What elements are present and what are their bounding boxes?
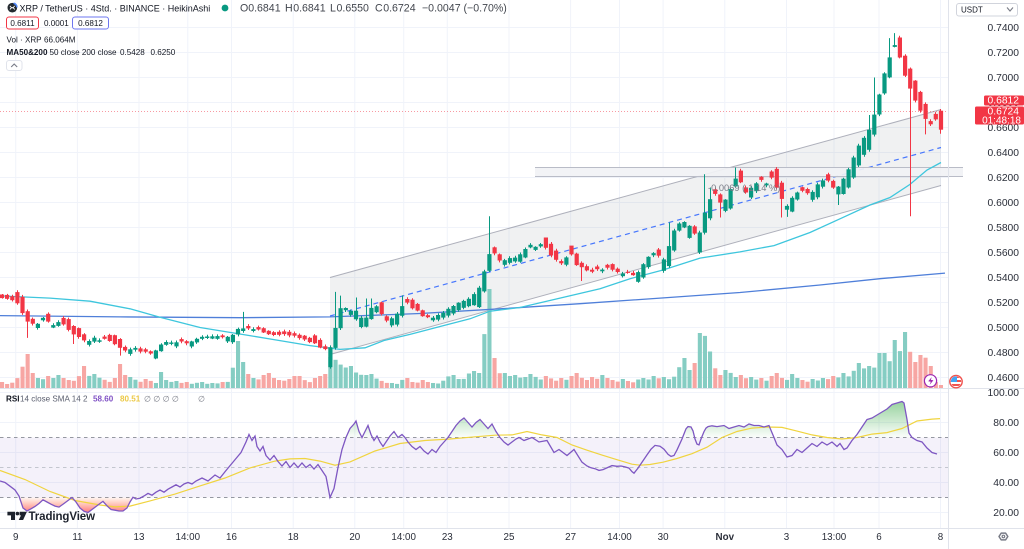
svg-text:-0.0069 (-1.14 %): -0.0069 (-1.14 %) bbox=[708, 183, 780, 193]
svg-text:23: 23 bbox=[442, 532, 453, 543]
svg-text:0.6811: 0.6811 bbox=[10, 19, 35, 28]
svg-text:0.6724: 0.6724 bbox=[988, 107, 1020, 118]
svg-text:0.7200: 0.7200 bbox=[988, 48, 1020, 59]
svg-text:H: H bbox=[285, 3, 293, 15]
svg-text:0.5800: 0.5800 bbox=[988, 223, 1020, 234]
svg-text:0.0001: 0.0001 bbox=[44, 19, 69, 28]
svg-text:0.6841: 0.6841 bbox=[248, 3, 281, 15]
svg-text:L: L bbox=[330, 3, 336, 15]
svg-text:13: 13 bbox=[134, 532, 145, 543]
svg-text:0.6812: 0.6812 bbox=[78, 19, 103, 28]
svg-text:40.00: 40.00 bbox=[993, 478, 1019, 489]
svg-text:0.6000: 0.6000 bbox=[988, 198, 1020, 209]
svg-text:0.6841: 0.6841 bbox=[293, 3, 326, 15]
svg-text:9: 9 bbox=[13, 532, 18, 543]
svg-text:0.4800: 0.4800 bbox=[988, 348, 1020, 359]
svg-text:0.7400: 0.7400 bbox=[988, 23, 1020, 34]
svg-text:80.00: 80.00 bbox=[993, 418, 1019, 429]
svg-text:0.5600: 0.5600 bbox=[988, 248, 1020, 259]
svg-text:3: 3 bbox=[784, 532, 790, 543]
svg-text:8: 8 bbox=[938, 532, 944, 543]
svg-text:0.4600: 0.4600 bbox=[988, 373, 1020, 384]
svg-text:∅: ∅ bbox=[198, 395, 205, 404]
svg-text:0.5200: 0.5200 bbox=[988, 298, 1020, 309]
svg-text:16: 16 bbox=[226, 532, 237, 543]
svg-text:Nov: Nov bbox=[716, 532, 735, 543]
svg-text:66.064M: 66.064M bbox=[44, 36, 76, 45]
svg-text:58.60: 58.60 bbox=[93, 395, 114, 404]
svg-text:60.00: 60.00 bbox=[993, 448, 1019, 459]
svg-text:0.6812: 0.6812 bbox=[988, 96, 1020, 107]
svg-text:RSI: RSI bbox=[6, 395, 20, 404]
svg-text:14 close SMA 14 2: 14 close SMA 14 2 bbox=[20, 395, 88, 404]
svg-text:14:00: 14:00 bbox=[607, 532, 632, 543]
svg-text:30: 30 bbox=[658, 532, 669, 543]
svg-text:20.00: 20.00 bbox=[993, 508, 1019, 519]
svg-text:Vol · XRP: Vol · XRP bbox=[7, 36, 42, 45]
svg-text:0.6600: 0.6600 bbox=[988, 123, 1020, 134]
svg-text:C: C bbox=[375, 3, 383, 15]
svg-text:11: 11 bbox=[72, 532, 82, 543]
svg-text:100.00: 100.00 bbox=[988, 388, 1020, 399]
svg-text:MA50&200: MA50&200 bbox=[7, 48, 48, 57]
svg-text:0.7000: 0.7000 bbox=[988, 73, 1020, 84]
svg-text:0.6200: 0.6200 bbox=[988, 173, 1020, 184]
svg-text:XRP / TetherUS · 4Std. · BINAN: XRP / TetherUS · 4Std. · BINANCE · Heiki… bbox=[20, 4, 211, 14]
svg-text:0.5428: 0.5428 bbox=[120, 48, 145, 57]
svg-text:0.5000: 0.5000 bbox=[988, 323, 1020, 334]
svg-text:0.5400: 0.5400 bbox=[988, 273, 1020, 284]
svg-text:0.6400: 0.6400 bbox=[988, 148, 1020, 159]
svg-text:∅ ∅ ∅ ∅: ∅ ∅ ∅ ∅ bbox=[144, 395, 179, 404]
svg-text:25: 25 bbox=[504, 532, 515, 543]
svg-text:27: 27 bbox=[565, 532, 576, 543]
svg-text:TradingView: TradingView bbox=[29, 511, 96, 523]
svg-text:80.51: 80.51 bbox=[120, 395, 141, 404]
svg-text:−0.0047 (−0.70%): −0.0047 (−0.70%) bbox=[422, 3, 507, 15]
svg-text:18: 18 bbox=[288, 532, 299, 543]
svg-text:0.6550: 0.6550 bbox=[337, 3, 370, 15]
svg-text:50 close 200 close: 50 close 200 close bbox=[50, 48, 118, 57]
svg-text:0.6724: 0.6724 bbox=[383, 3, 416, 15]
svg-text:13:00: 13:00 bbox=[822, 532, 847, 543]
svg-text:6: 6 bbox=[876, 532, 882, 543]
svg-text:01:48:18: 01:48:18 bbox=[982, 116, 1021, 127]
svg-text:0.6250: 0.6250 bbox=[151, 48, 176, 57]
svg-text:20: 20 bbox=[349, 532, 360, 543]
svg-text:14:00: 14:00 bbox=[391, 532, 416, 543]
svg-text:USDT: USDT bbox=[961, 6, 983, 15]
svg-text:14:00: 14:00 bbox=[176, 532, 201, 543]
svg-text:O: O bbox=[240, 3, 248, 15]
